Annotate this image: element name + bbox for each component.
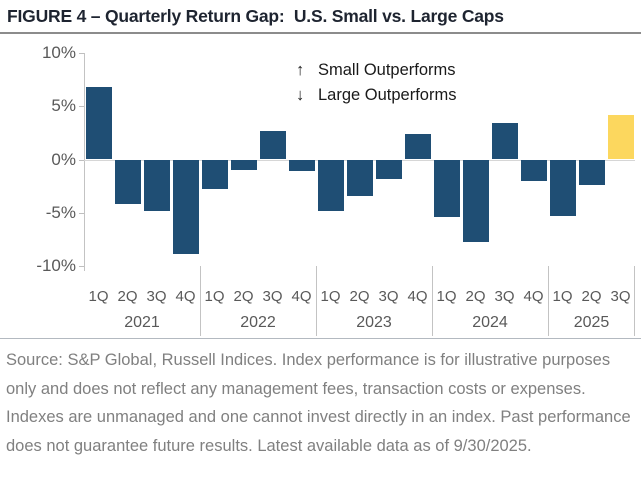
y-tick-mark <box>79 212 84 214</box>
x-label-2Q-2021: 2Q <box>117 288 138 305</box>
y-tick-mark <box>79 53 84 54</box>
year-label-2024: 2024 <box>472 314 508 331</box>
x-label-1Q-2024: 1Q <box>436 288 457 305</box>
legend-small-outperforms-label: Small Outperforms <box>318 61 456 79</box>
x-label-3Q-2022: 3Q <box>262 288 283 305</box>
bar-2Q-2025 <box>578 159 605 186</box>
bar-1Q-2022 <box>201 159 228 190</box>
y-axis-line <box>84 53 85 271</box>
bar-3Q-2021 <box>143 159 170 211</box>
x-label-4Q-2022: 4Q <box>291 288 312 305</box>
y-tick-label--10%: -10% <box>36 256 76 275</box>
bar-2Q-2023 <box>346 159 373 196</box>
title-separator-line <box>0 32 641 34</box>
legend-large-outperforms: ↓ Large Outperforms <box>296 83 456 108</box>
bar-3Q-2022 <box>259 130 286 160</box>
y-tick-mark <box>79 159 84 161</box>
x-label-3Q-2021: 3Q <box>146 288 167 305</box>
x-label-2Q-2023: 2Q <box>349 288 370 305</box>
x-label-3Q-2023: 3Q <box>378 288 399 305</box>
x-label-2Q-2024: 2Q <box>465 288 486 305</box>
legend-large-outperforms-label: Large Outperforms <box>318 86 457 104</box>
bar-2Q-2021 <box>114 159 141 205</box>
x-label-1Q-2025: 1Q <box>552 288 573 305</box>
up-arrow-icon: ↑ <box>296 61 305 79</box>
direction-legend: ↑ Small Outperforms ↓ Large Outperforms <box>296 58 456 108</box>
x-label-1Q-2023: 1Q <box>320 288 341 305</box>
year-group-separator <box>548 266 549 336</box>
legend-small-outperforms: ↑ Small Outperforms <box>296 58 456 83</box>
year-group-separator <box>200 266 201 336</box>
bar-1Q-2023 <box>317 159 344 211</box>
x-label-3Q-2024: 3Q <box>494 288 515 305</box>
bar-4Q-2024 <box>520 159 547 181</box>
year-group-separator <box>432 266 433 336</box>
bar-1Q-2025 <box>549 159 576 216</box>
source-disclaimer-text: Source: S&P Global, Russell Indices. Ind… <box>6 351 631 455</box>
bar-3Q-2025 <box>607 114 634 160</box>
y-tick-mark <box>79 106 84 108</box>
y-tick-label-10%: 10% <box>41 43 76 62</box>
year-label-2025: 2025 <box>573 314 610 331</box>
y-tick-label-0%: 0% <box>51 149 76 169</box>
x-axis-labels: 1Q 2Q 3Q 4Q 2021 1Q 2Q 3Q 4Q 2022 1Q 2Q 3Q 4Q 2023 1Q 2Q… <box>84 266 635 336</box>
plot-area <box>84 53 635 266</box>
y-tick-label-5%: 5% <box>51 96 76 116</box>
x-label-1Q-2021: 1Q <box>88 288 109 305</box>
bar-4Q-2023 <box>404 133 431 160</box>
bar-1Q-2024 <box>433 159 460 217</box>
year-label-2022: 2022 <box>240 314 276 331</box>
year-group-separator <box>634 266 635 336</box>
down-arrow-icon: ↓ <box>296 86 305 104</box>
quarterly-return-gap-chart: 10% 5% 0% -5% -10% ↑ Small Outperforms ↓ Large… <box>36 43 635 336</box>
x-label-2Q-2022: 2Q <box>233 288 254 305</box>
x-label-2Q-2025: 2Q <box>581 288 602 305</box>
bar-4Q-2022 <box>288 159 315 172</box>
y-tick-label--5%: -5% <box>45 202 76 222</box>
x-label-4Q-2023: 4Q <box>407 288 428 305</box>
bar-3Q-2024 <box>491 123 518 160</box>
bar-1Q-2021 <box>85 87 112 160</box>
figure-title: FIGURE 4 – Quarterly Return Gap: U.S. Sm… <box>7 6 504 26</box>
x-label-4Q-2021: 4Q <box>175 288 196 305</box>
year-label-2021: 2021 <box>124 314 160 331</box>
bar-2Q-2022 <box>230 159 257 171</box>
x-label-1Q-2022: 1Q <box>204 288 225 305</box>
y-tick-mark <box>79 266 84 267</box>
footer-separator-line <box>0 338 641 339</box>
year-group-separator <box>316 266 317 336</box>
x-label-4Q-2024: 4Q <box>523 288 544 305</box>
bar-3Q-2023 <box>375 159 402 179</box>
year-label-2023: 2023 <box>356 314 392 331</box>
x-label-3Q-2025: 3Q <box>610 288 631 305</box>
bar-2Q-2024 <box>462 159 489 242</box>
bar-4Q-2021 <box>172 159 199 255</box>
